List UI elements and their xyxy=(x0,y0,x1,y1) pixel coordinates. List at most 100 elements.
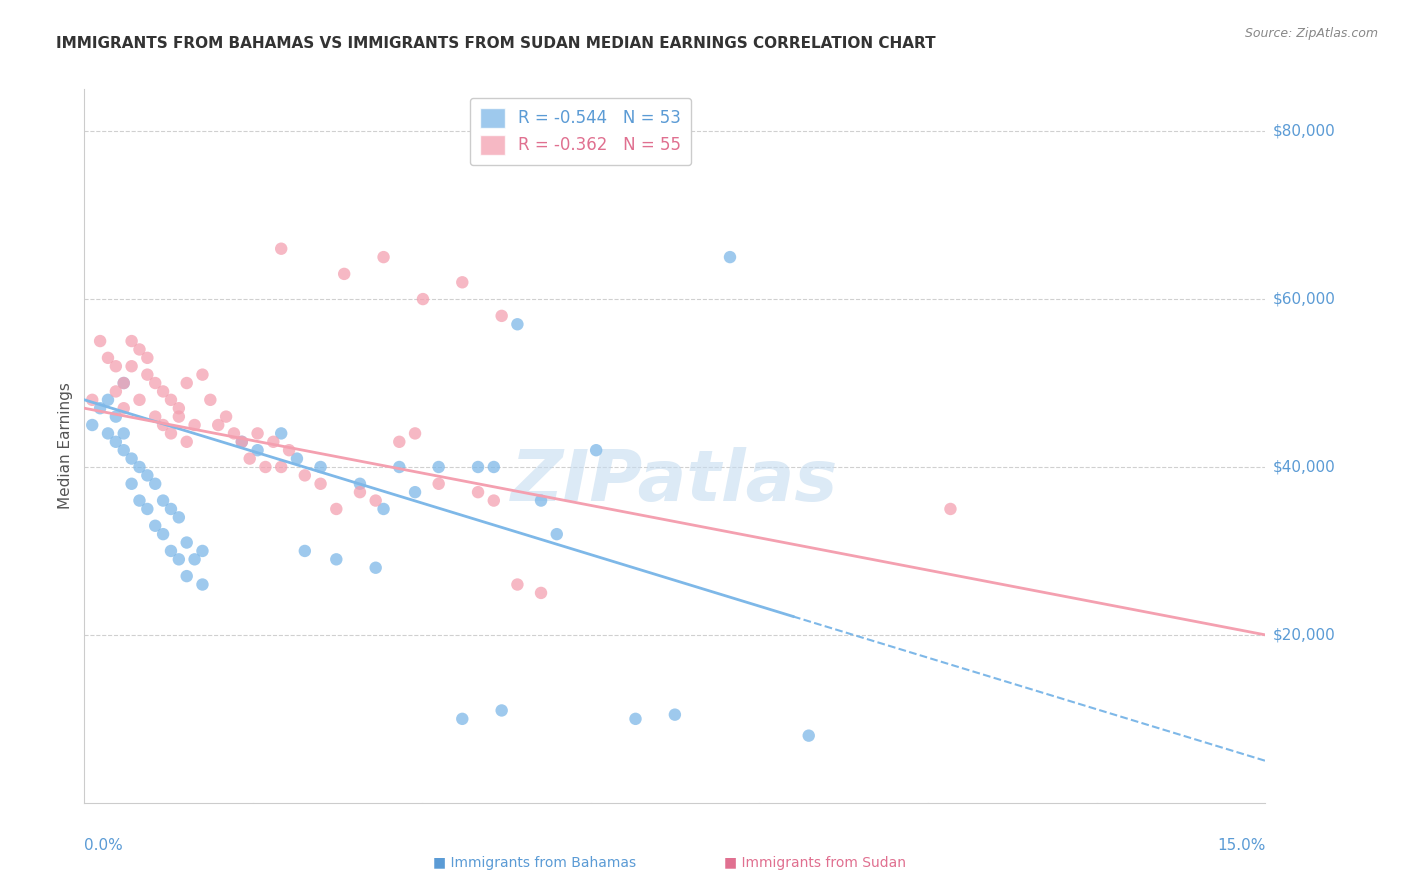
Point xyxy=(530,493,553,508)
Point xyxy=(121,359,143,374)
Point xyxy=(121,334,143,348)
Point xyxy=(82,392,104,407)
Point xyxy=(176,535,198,549)
Point xyxy=(128,460,150,475)
Point xyxy=(128,392,150,407)
Point xyxy=(152,384,174,399)
Text: ■ Immigrants from Bahamas: ■ Immigrants from Bahamas xyxy=(433,856,636,871)
Point xyxy=(160,502,183,516)
Point xyxy=(104,434,127,449)
Point xyxy=(136,502,159,516)
Point xyxy=(364,560,387,574)
Point xyxy=(176,569,198,583)
Point xyxy=(373,502,395,516)
Point xyxy=(427,476,450,491)
Point xyxy=(285,451,308,466)
Point xyxy=(349,485,371,500)
Point xyxy=(143,376,166,390)
Legend: R = -0.544   N = 53, R = -0.362   N = 55: R = -0.544 N = 53, R = -0.362 N = 55 xyxy=(470,97,692,165)
Point xyxy=(215,409,238,424)
Point xyxy=(167,409,190,424)
Text: 0.0%: 0.0% xyxy=(84,838,124,854)
Point xyxy=(491,703,513,717)
Point xyxy=(451,712,474,726)
Text: $40,000: $40,000 xyxy=(1272,459,1336,475)
Point xyxy=(364,493,387,508)
Point xyxy=(167,510,190,524)
Point xyxy=(183,417,205,432)
Point xyxy=(136,368,159,382)
Point xyxy=(451,275,474,289)
Point xyxy=(160,544,183,558)
Y-axis label: Median Earnings: Median Earnings xyxy=(58,383,73,509)
Point xyxy=(200,392,222,407)
Point xyxy=(270,242,292,256)
Text: $80,000: $80,000 xyxy=(1272,124,1336,138)
Point xyxy=(176,434,198,449)
Point xyxy=(294,468,316,483)
Point xyxy=(664,707,686,722)
Point xyxy=(718,250,741,264)
Point xyxy=(176,376,198,390)
Point xyxy=(152,417,174,432)
Point xyxy=(388,460,411,475)
Point xyxy=(294,544,316,558)
Point xyxy=(167,552,190,566)
Point xyxy=(325,552,347,566)
Point xyxy=(82,417,104,432)
Point xyxy=(112,401,135,416)
Point xyxy=(467,485,489,500)
Point xyxy=(349,476,371,491)
Point xyxy=(104,409,127,424)
Point xyxy=(482,493,505,508)
Point xyxy=(152,527,174,541)
Point xyxy=(333,267,356,281)
Point xyxy=(160,392,183,407)
Point xyxy=(270,460,292,475)
Point xyxy=(412,292,434,306)
Text: $20,000: $20,000 xyxy=(1272,627,1336,642)
Point xyxy=(152,493,174,508)
Point xyxy=(207,417,229,432)
Point xyxy=(121,451,143,466)
Point xyxy=(427,460,450,475)
Point xyxy=(143,409,166,424)
Point xyxy=(797,729,820,743)
Point xyxy=(89,401,111,416)
Point xyxy=(246,443,269,458)
Point xyxy=(404,426,426,441)
Point xyxy=(373,250,395,264)
Text: Source: ZipAtlas.com: Source: ZipAtlas.com xyxy=(1244,27,1378,40)
Point xyxy=(89,334,111,348)
Point xyxy=(246,426,269,441)
Point xyxy=(467,460,489,475)
Point xyxy=(112,376,135,390)
Point xyxy=(143,476,166,491)
Point xyxy=(143,518,166,533)
Point xyxy=(546,527,568,541)
Point xyxy=(97,351,120,365)
Text: 15.0%: 15.0% xyxy=(1218,838,1265,854)
Point xyxy=(278,443,301,458)
Point xyxy=(167,401,190,416)
Point xyxy=(309,460,332,475)
Point xyxy=(325,502,347,516)
Point xyxy=(112,426,135,441)
Point xyxy=(183,552,205,566)
Point xyxy=(128,343,150,357)
Text: IMMIGRANTS FROM BAHAMAS VS IMMIGRANTS FROM SUDAN MEDIAN EARNINGS CORRELATION CHA: IMMIGRANTS FROM BAHAMAS VS IMMIGRANTS FR… xyxy=(56,36,936,51)
Point xyxy=(254,460,277,475)
Point xyxy=(104,359,127,374)
Text: ZIPatlas: ZIPatlas xyxy=(512,447,838,516)
Point xyxy=(506,318,529,332)
Point xyxy=(262,434,284,449)
Point xyxy=(624,712,647,726)
Point xyxy=(136,351,159,365)
Text: ■ Immigrants from Sudan: ■ Immigrants from Sudan xyxy=(724,856,907,871)
Point xyxy=(530,586,553,600)
Point xyxy=(388,434,411,449)
Point xyxy=(239,451,262,466)
Point xyxy=(160,426,183,441)
Point xyxy=(112,376,135,390)
Point xyxy=(231,434,253,449)
